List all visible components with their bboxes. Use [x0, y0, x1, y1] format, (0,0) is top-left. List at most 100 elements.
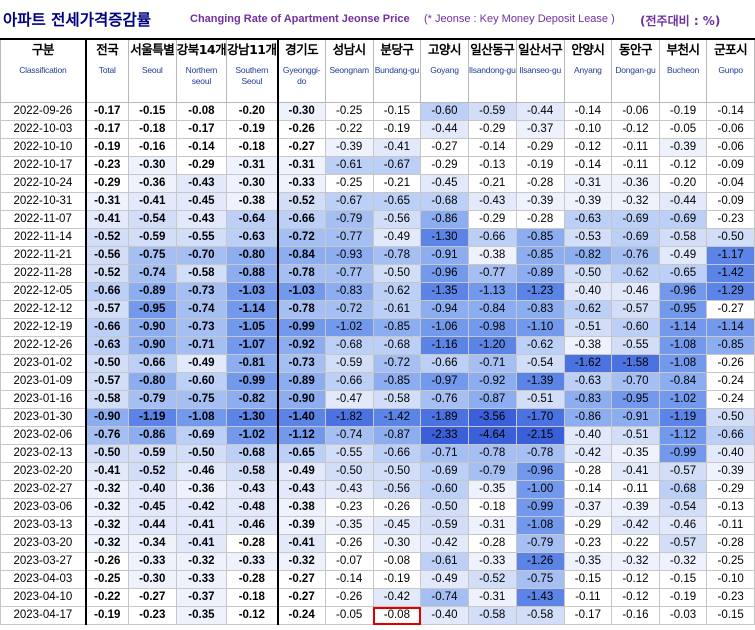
table-row: 2023-01-09 -0.57 -0.80 -0.60 -0.99 -0.89 -0.66…: [0, 372, 755, 391]
table-cell: -0.29: [467, 210, 517, 229]
table-cell: -0.19: [372, 120, 422, 139]
table-cell: -0.53: [563, 228, 613, 247]
table-cell: -0.84: [276, 246, 326, 265]
table-row: 2023-01-16 -0.58 -0.79 -0.75 -0.82 -0.90 -0.47…: [0, 390, 755, 409]
row-date: 2022-11-28: [0, 264, 87, 283]
row-date: 2023-02-06: [0, 426, 87, 445]
table-cell: -0.29: [515, 138, 565, 157]
column-header: 일산서구 Ilsanseo-gu: [515, 38, 565, 103]
table-cell: -0.90: [276, 390, 326, 409]
table-row: 2023-04-03 -0.25 -0.30 -0.33 -0.28 -0.27 -0.14…: [0, 570, 755, 589]
table-cell: -0.58: [226, 462, 279, 481]
table-cell: -0.50: [706, 228, 755, 247]
table-cell: -0.31: [84, 192, 129, 211]
table-cell: -0.36: [175, 480, 228, 499]
column-header-korean: 동안구: [618, 42, 653, 57]
column-header-korean: 성남시: [332, 42, 367, 57]
column-header-english: Bundang-gu: [374, 65, 420, 75]
table-cell: -0.78: [372, 246, 422, 265]
table-cell: -0.19: [84, 606, 129, 625]
table-row: 2022-11-07 -0.41 -0.54 -0.43 -0.64 -0.66 -0.79…: [0, 210, 755, 229]
row-date: 2023-01-09: [0, 372, 87, 391]
table-cell: -0.82: [226, 390, 279, 409]
table-cell: -0.06: [706, 138, 755, 157]
table-cell: -0.12: [563, 138, 613, 157]
table-cell: -0.33: [175, 570, 228, 589]
column-header-korean: 전국: [96, 42, 119, 57]
table-cell: -0.11: [611, 156, 660, 175]
table-cell: -0.26: [372, 498, 422, 517]
table-cell: -0.14: [563, 156, 613, 175]
table-cell: -0.96: [515, 462, 565, 481]
table-cell: -0.14: [563, 480, 613, 499]
jeonse-rate-table: 구분 Classification 전국 Total 서울특별 Seoul 강북14개 Nor…: [0, 38, 755, 625]
table-cell: -2.33: [420, 426, 469, 445]
table-cell: -0.79: [324, 210, 374, 229]
table-cell: -0.71: [175, 336, 228, 355]
table-cell: -0.27: [276, 570, 326, 589]
table-cell: -1.08: [175, 408, 228, 427]
table-cell: -0.75: [515, 570, 565, 589]
table-cell: -0.30: [372, 534, 422, 553]
table-row: 2023-04-10 -0.22 -0.27 -0.37 -0.18 -0.27 -0.26…: [0, 588, 755, 607]
column-header-english: Bucheon: [666, 65, 700, 75]
table-cell: -0.87: [372, 426, 422, 445]
table-cell: -0.11: [563, 588, 613, 607]
table-cell: -0.71: [467, 354, 517, 373]
column-header: 고양시 Goyang: [420, 38, 469, 103]
table-cell: -0.50: [563, 264, 613, 283]
table-cell: -0.17: [563, 606, 613, 625]
table-cell: -1.19: [658, 408, 708, 427]
table-cell: -0.58: [467, 606, 517, 625]
table-cell: -0.49: [175, 354, 228, 373]
table-cell: -0.43: [467, 192, 517, 211]
table-cell: -1.10: [515, 318, 565, 337]
table-cell: -0.92: [467, 372, 517, 391]
table-cell: -0.75: [175, 390, 228, 409]
table-cell: -0.32: [84, 480, 129, 499]
table-cell: -0.84: [467, 300, 517, 319]
table-cell: -0.69: [611, 228, 660, 247]
table-cell: -0.28: [467, 534, 517, 553]
table-cell: -0.41: [372, 138, 422, 157]
table-cell: -0.21: [467, 174, 517, 193]
table-row: 2023-03-27 -0.26 -0.33 -0.32 -0.33 -0.32 -0.07…: [0, 552, 755, 571]
table-cell: -0.85: [515, 246, 565, 265]
table-cell: -0.66: [420, 354, 469, 373]
table-cell: -0.54: [127, 210, 177, 229]
table-cell: -0.27: [706, 300, 755, 319]
table-cell: -0.33: [127, 552, 177, 571]
table-cell: -0.52: [84, 264, 129, 283]
table-cell: -0.30: [127, 570, 177, 589]
table-cell: -0.15: [372, 102, 422, 121]
table-cell: -0.32: [276, 552, 326, 571]
table-cell: -0.06: [611, 102, 660, 121]
table-cell: -0.41: [175, 534, 228, 553]
table-cell: -0.12: [611, 588, 660, 607]
table-cell: -0.18: [226, 588, 279, 607]
table-cell: -0.30: [127, 156, 177, 175]
table-cell: -0.26: [276, 120, 326, 139]
column-header-korean: 군포시: [714, 42, 748, 57]
column-header: 군포시 Gunpo: [706, 38, 755, 103]
table-cell: -0.89: [276, 372, 326, 391]
column-header: 일산동구 Ilsandong-gu: [467, 38, 517, 103]
table-cell: -2.15: [515, 426, 565, 445]
row-date: 2022-10-17: [0, 156, 87, 175]
column-header-english: Seoul: [141, 65, 163, 75]
column-header-english: Southern Seoul: [235, 65, 269, 86]
table-cell: -0.35: [563, 552, 613, 571]
table-cell: -0.39: [324, 138, 374, 157]
table-cell: -0.52: [467, 570, 517, 589]
table-cell: -0.35: [324, 516, 374, 535]
table-cell: -1.43: [515, 588, 565, 607]
table-cell: -0.14: [563, 102, 613, 121]
table-cell: -0.13: [706, 498, 755, 517]
table-cell: -0.08: [372, 552, 422, 571]
column-header: 서울특별 Seoul: [127, 38, 177, 103]
table-cell: -0.20: [226, 102, 279, 121]
table-cell: -0.09: [706, 156, 755, 175]
table-cell: -0.66: [127, 354, 177, 373]
table-cell: -0.96: [420, 264, 469, 283]
table-cell: -0.43: [226, 480, 279, 499]
